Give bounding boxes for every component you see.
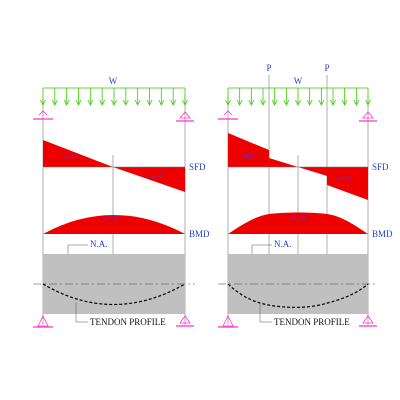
right-bmd-value: ωL²/8	[290, 215, 306, 222]
right-load-arrow	[295, 88, 301, 106]
right-point-load-left-label: P	[266, 63, 271, 73]
left-tendon-label: TENDON PROFILE	[90, 317, 166, 327]
right-point-load-right-label: P	[324, 63, 329, 73]
left-top-roller-support	[176, 111, 194, 122]
left-load-arrow	[51, 88, 58, 106]
right-sfd-negative	[298, 167, 368, 200]
left-load-arrow	[134, 88, 141, 106]
left-sfd-neg-value: ωL/2	[150, 174, 163, 180]
right-bottom-pin-support	[218, 315, 238, 328]
left-load-label: W	[109, 76, 118, 86]
right-tendon-leader	[259, 303, 272, 323]
right-sfd-pos-value: ωL/2	[243, 153, 256, 159]
right-load-arrow	[330, 88, 336, 106]
left-load-arrow	[122, 88, 129, 106]
right-top-roller-support	[359, 111, 377, 122]
right-load-arrow	[225, 88, 231, 106]
right-sfd-positive	[228, 133, 298, 167]
left-load-arrow	[182, 88, 188, 106]
left-load-arrow	[40, 88, 46, 106]
right-load-arrow	[260, 88, 266, 106]
left-udl-load	[40, 87, 188, 106]
right-sfd-label: SFD	[372, 162, 389, 172]
left-load-arrow	[87, 88, 94, 106]
right-udl-load	[225, 87, 371, 106]
right-load-arrow	[248, 88, 255, 106]
right-bmd-curve	[228, 212, 368, 234]
left-load-arrow	[111, 88, 117, 106]
left-bottom-pin-support	[33, 315, 53, 328]
right-top-pin-support	[218, 110, 238, 120]
left-load-arrow	[158, 88, 165, 106]
right-load-arrow	[365, 88, 371, 106]
left-sfd-label: SFD	[189, 162, 206, 172]
left-load-arrow	[170, 88, 177, 106]
left-bottom-roller-support	[176, 315, 194, 327]
right-bottom-roller-support	[359, 315, 377, 327]
left-load-arrow	[63, 88, 70, 106]
left-na-label: N.A.	[90, 239, 108, 249]
right-load-arrow	[271, 88, 278, 106]
left-bmd-value: ωL²/8	[102, 215, 118, 222]
right-bmd-label: BMD	[372, 229, 393, 239]
right-load-arrow	[318, 88, 325, 106]
right-na-label: N.A.	[274, 239, 292, 249]
left-load-arrow	[75, 88, 82, 106]
right-tendon-label: TENDON PROFILE	[274, 317, 350, 327]
right-load-arrow	[283, 88, 290, 106]
left-tendon	[42, 283, 186, 305]
left-sfd-positive	[43, 140, 113, 167]
left-bmd-curve	[43, 215, 185, 234]
left-bmd-label: BMD	[189, 229, 210, 239]
right-load-arrow	[236, 88, 243, 106]
left-load-arrow	[146, 88, 153, 106]
right-load-label: W	[294, 76, 303, 86]
left-sfd-negative	[113, 167, 185, 192]
right-load-arrow	[306, 88, 313, 106]
right-load-arrow	[353, 88, 360, 106]
right-tendon	[227, 283, 369, 308]
left-top-pin-support	[33, 110, 53, 120]
right-panel: W P P ωL/2 ωL/2 SFD ωL²/8 BMD N.A. TENDO…	[218, 63, 393, 328]
right-load-arrow	[341, 88, 348, 106]
left-tendon-leader	[75, 302, 88, 323]
left-panel: W ωL/2 ωL/2 SFD ωL²/8 BMD N.A. TENDON PR…	[33, 76, 210, 328]
left-sfd-pos-value: ωL/2	[64, 154, 77, 160]
right-sfd-neg-value: ωL/2	[338, 176, 351, 182]
left-load-arrow	[99, 88, 106, 106]
